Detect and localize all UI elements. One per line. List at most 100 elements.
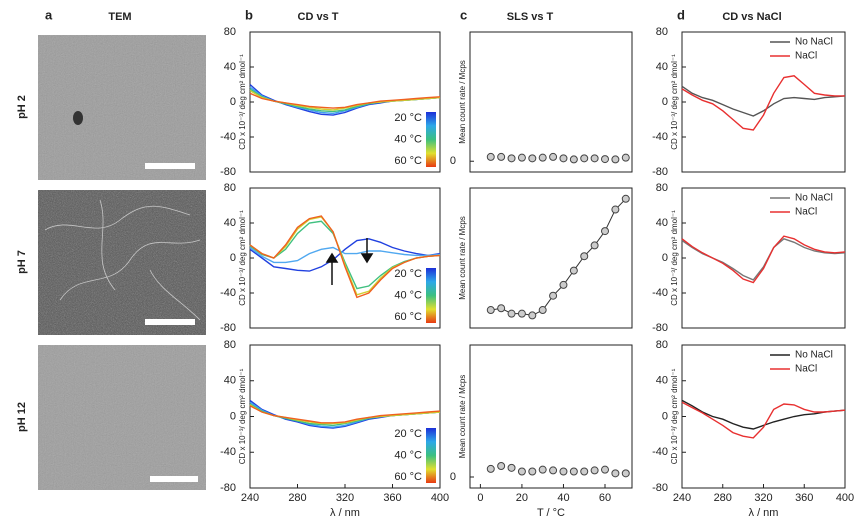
panel-title: TEM <box>108 11 131 23</box>
data-point <box>507 463 516 472</box>
x-tick-label: 0 <box>477 492 483 504</box>
colorbar <box>426 268 436 323</box>
chart: -80 -40 0 40 80 240 280 320 360 400 λ / nm CD x 10⁻… <box>220 339 449 517</box>
data-point <box>621 194 630 203</box>
colorbar <box>426 112 436 167</box>
arrow-head <box>325 252 339 263</box>
scale-bar <box>150 476 198 482</box>
plot-frame <box>469 187 633 329</box>
fibril <box>99 199 116 291</box>
y-tick-label: 80 <box>656 339 668 351</box>
data-point <box>611 155 620 164</box>
y-tick-label: 80 <box>656 26 668 38</box>
y-tick-label: 0 <box>230 410 236 422</box>
fibril <box>44 205 191 231</box>
series-line <box>681 238 846 281</box>
y-tick-label: 0 <box>230 252 236 264</box>
series-line <box>249 246 441 264</box>
data-point <box>486 464 495 473</box>
series-line <box>681 85 846 117</box>
data-point <box>497 304 506 313</box>
plot-frame <box>681 344 846 489</box>
y-axis-label: Mean count rate / Mcps <box>458 375 467 459</box>
data-point <box>611 469 620 478</box>
chart: -80 -40 0 40 80 CD x 10⁻³/ deg cm² dmol⁻¹ No N… <box>652 26 846 178</box>
fibril <box>59 239 201 301</box>
y-axis-label: CD x 10⁻³/ deg cm² dmol⁻¹ <box>670 210 679 306</box>
y-tick-label: 0 <box>450 471 456 483</box>
y-tick-label: 80 <box>224 182 236 194</box>
data-point <box>569 155 578 164</box>
x-axis-label: λ / nm <box>330 507 360 517</box>
tem-texture <box>38 190 206 335</box>
x-tick-label: 60 <box>599 492 611 504</box>
y-tick-label: -40 <box>220 446 236 458</box>
data-point <box>517 467 526 476</box>
data-point <box>569 467 578 476</box>
data-point <box>590 466 599 475</box>
data-point <box>538 306 547 315</box>
data-point <box>549 152 558 161</box>
panel-title: CD vs T <box>298 11 339 23</box>
y-tick-label: -80 <box>652 482 668 494</box>
scale-bar <box>145 163 195 169</box>
y-tick-label: 0 <box>230 96 236 108</box>
data-point <box>590 241 599 250</box>
arrows <box>325 238 374 285</box>
y-tick-label: 40 <box>224 375 236 387</box>
legend-label: No NaCl <box>795 350 833 361</box>
y-tick-label: 0 <box>662 252 668 264</box>
legend-label: NaCl <box>795 364 817 375</box>
arrow-head <box>360 253 374 264</box>
data-point <box>528 311 537 320</box>
colorbar-label: 60 °C <box>394 155 422 167</box>
y-tick-label: -40 <box>652 131 668 143</box>
series-line <box>249 405 441 424</box>
panel-letter: c <box>460 7 467 22</box>
x-tick-label: 240 <box>241 492 259 504</box>
y-tick-label: -40 <box>652 446 668 458</box>
tem-texture <box>38 345 206 490</box>
y-tick-label: 40 <box>656 217 668 229</box>
y-tick-label: 40 <box>656 375 668 387</box>
data-point <box>507 154 516 163</box>
data-point <box>580 154 589 163</box>
fibril <box>149 269 201 321</box>
y-tick-label: 0 <box>662 96 668 108</box>
colorbar-label: 40 °C <box>394 449 422 461</box>
x-tick-label: 20 <box>516 492 528 504</box>
series-line <box>249 238 441 272</box>
y-axis-label: CD x 10⁻³/ deg cm² dmol⁻¹ <box>238 54 247 150</box>
data-point <box>601 227 609 236</box>
y-tick-label: 40 <box>224 217 236 229</box>
data-point <box>497 462 506 470</box>
data-point <box>517 309 526 318</box>
colorbar-label: 40 °C <box>394 133 422 145</box>
data-point <box>528 467 537 476</box>
y-axis-label: Mean count rate / Mcps <box>458 216 467 300</box>
y-tick-label: -80 <box>652 166 668 178</box>
scale-bar <box>145 319 195 325</box>
series-line <box>681 235 846 284</box>
x-tick-label: 320 <box>754 492 772 504</box>
panel-letter: a <box>45 7 53 22</box>
colorbar <box>426 428 436 483</box>
series-line <box>490 198 627 316</box>
y-axis-label: CD x 10⁻³/ deg cm² dmol⁻¹ <box>238 368 247 464</box>
colorbar-label: 60 °C <box>394 471 422 483</box>
y-axis-label: CD x 10⁻³/ deg cm² dmol⁻¹ <box>670 368 679 464</box>
x-tick-label: 400 <box>836 492 854 504</box>
legend-label: NaCl <box>795 207 817 218</box>
x-axis-label: T / °C <box>537 507 565 517</box>
y-tick-label: -80 <box>220 482 236 494</box>
row-label: pH 2 <box>16 95 28 119</box>
data-point <box>549 291 558 300</box>
data-point <box>621 469 630 478</box>
y-tick-label: -40 <box>220 131 236 143</box>
panel-title: CD vs NaCl <box>722 11 781 23</box>
series-line <box>249 92 441 109</box>
y-tick-label: -80 <box>220 322 236 334</box>
panel-title: SLS vs T <box>507 11 554 23</box>
colorbar-label: 20 °C <box>394 268 422 280</box>
